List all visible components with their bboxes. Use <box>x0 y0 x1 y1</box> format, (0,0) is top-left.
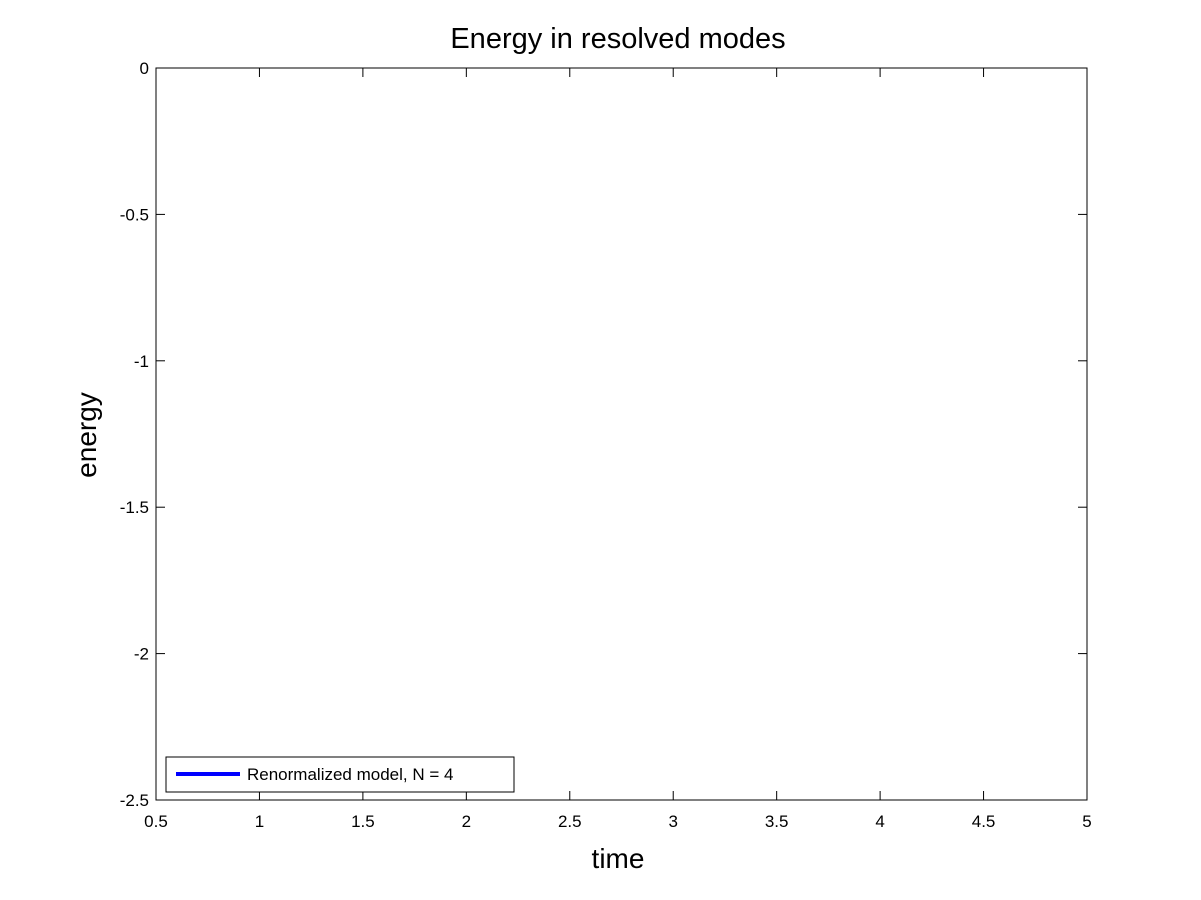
y-tick-label: -2 <box>134 645 149 664</box>
y-tick-label: -2.5 <box>120 791 149 810</box>
legend-entry-label: Renormalized model, N = 4 <box>247 765 453 784</box>
plot-area <box>155 67 1088 801</box>
x-tick-label: 1.5 <box>351 812 375 831</box>
y-axis: 0 -0.5 -1 -1.5 -2 -2.5 <box>120 59 1087 810</box>
x-tick-label: 2 <box>462 812 471 831</box>
x-tick-label: 1 <box>255 812 264 831</box>
x-tick-label: 2.5 <box>558 812 582 831</box>
legend: Renormalized model, N = 4 <box>165 756 515 793</box>
x-tick-label: 0.5 <box>144 812 168 831</box>
x-tick-label: 3.5 <box>765 812 789 831</box>
y-tick-label: -0.5 <box>120 205 149 224</box>
x-tick-label: 5 <box>1082 812 1091 831</box>
x-tick-label: 3 <box>668 812 677 831</box>
chart-title: Energy in resolved modes <box>450 23 785 55</box>
x-tick-label: 4.5 <box>972 812 996 831</box>
y-tick-label: -1 <box>134 352 149 371</box>
x-axis: 0.5 1 1.5 2 2.5 3 3.5 4 4.5 5 <box>144 68 1092 831</box>
x-tick-label: 4 <box>875 812 884 831</box>
y-axis-label: energy <box>71 392 102 478</box>
y-tick-label: -1.5 <box>120 498 149 517</box>
x-axis-label: time <box>592 843 645 874</box>
y-tick-label: 0 <box>140 59 149 78</box>
